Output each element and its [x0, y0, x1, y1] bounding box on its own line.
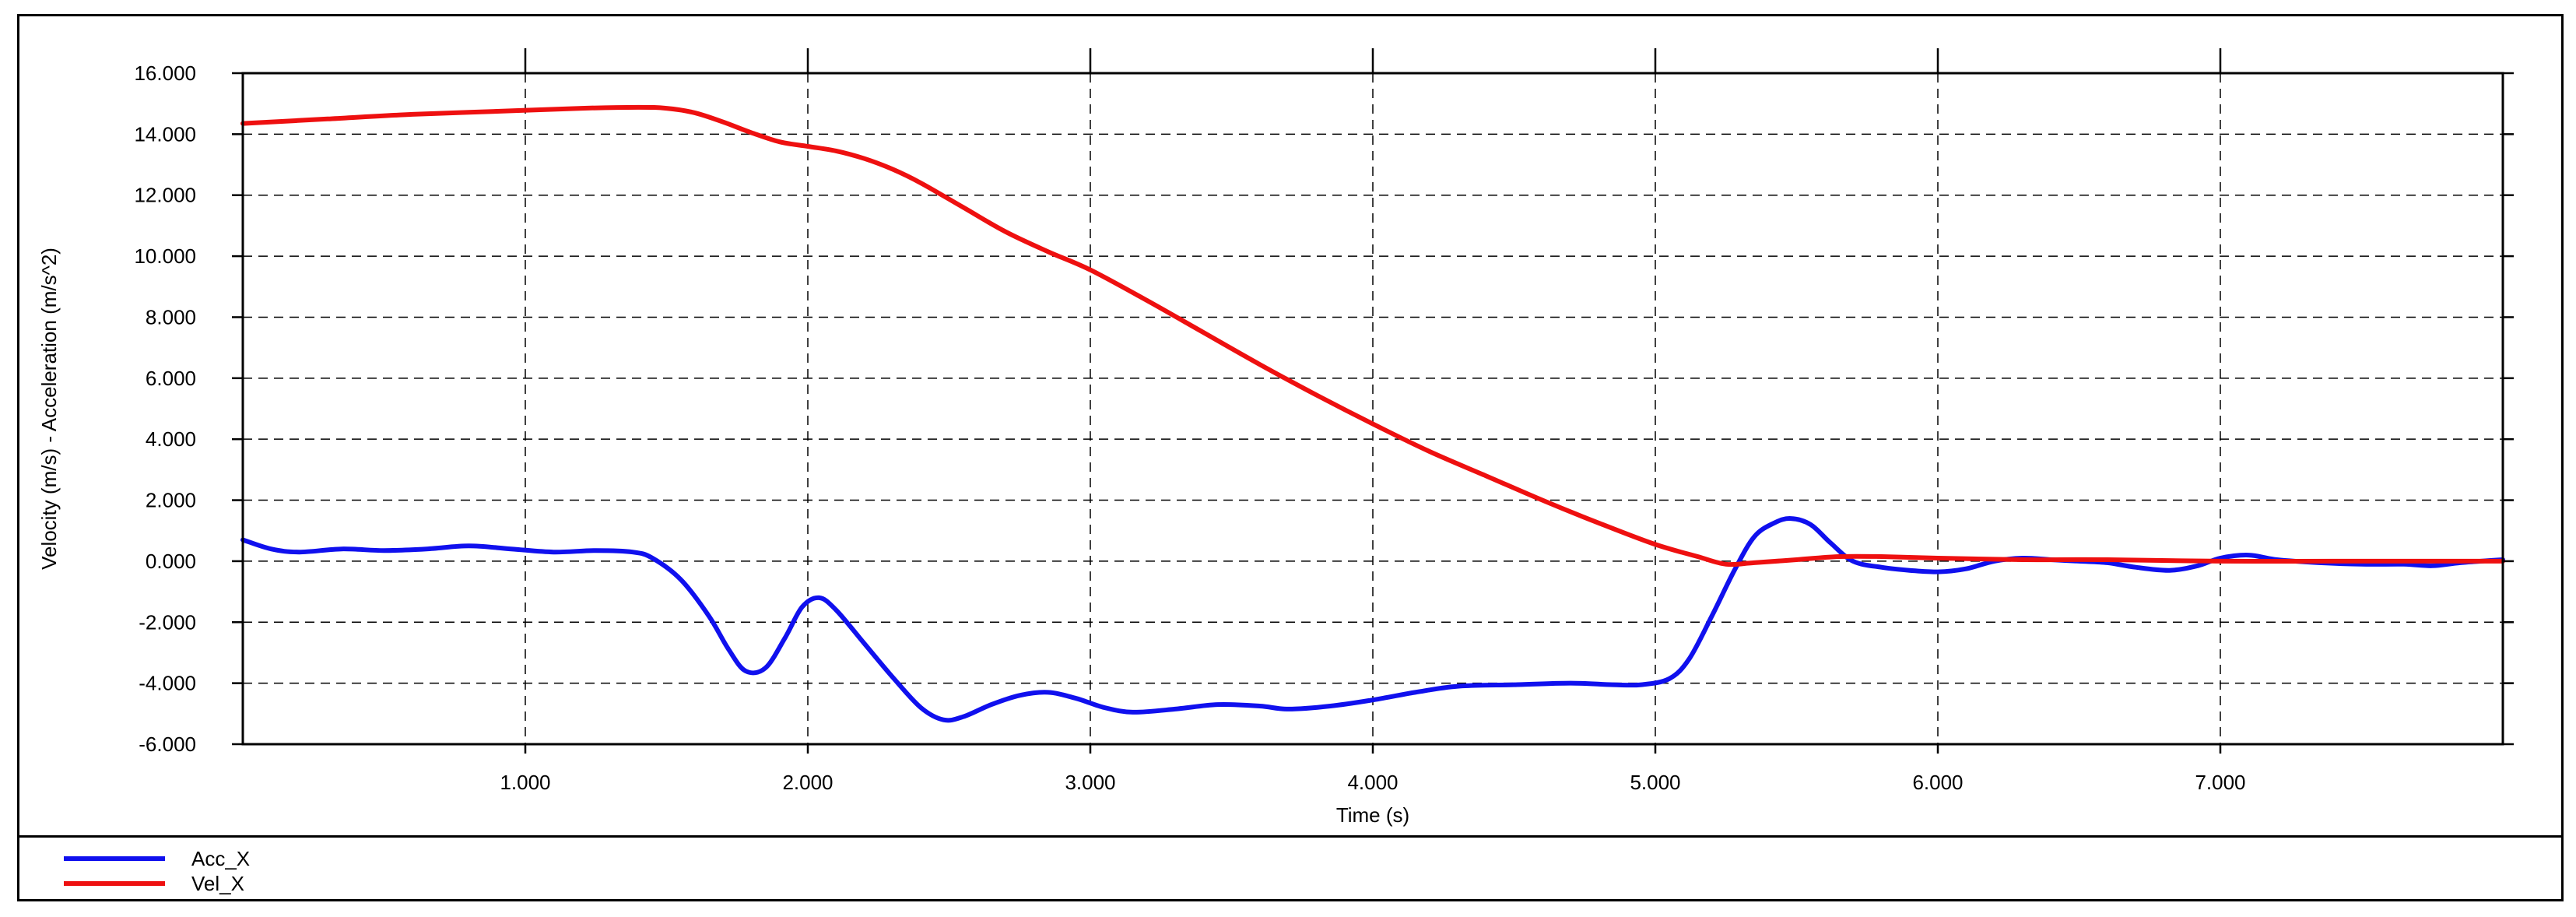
y-tick-label: 8.000 [146, 305, 196, 329]
y-tick-label: 4.000 [146, 427, 196, 451]
series-line-vel-x [240, 104, 2505, 567]
series-line-acc-x [240, 516, 2505, 723]
y-tick-label: 12.000 [134, 184, 196, 207]
legend-divider [17, 835, 2564, 838]
y-tick-label: 0.000 [146, 550, 196, 573]
x-tick-label: 7.000 [2195, 771, 2245, 794]
y-tick-label: 14.000 [134, 122, 196, 146]
x-axis-title: Time (s) [1336, 803, 1409, 827]
legend-label-vel-x: Vel_X [191, 872, 244, 895]
x-tick-label: 4.000 [1347, 771, 1398, 794]
y-axis-title: Velocity (m/s) - Acceleration (m/s^2) [37, 248, 61, 570]
series-lines [240, 104, 2505, 723]
x-tick-label: 2.000 [782, 771, 833, 794]
x-tick-label: 1.000 [500, 771, 550, 794]
legend-label-acc-x: Acc_X [191, 847, 250, 870]
x-tick-label: 5.000 [1630, 771, 1680, 794]
y-tick-label: 6.000 [146, 367, 196, 390]
y-tick-label: -2.000 [139, 610, 196, 634]
x-tick-label: 3.000 [1065, 771, 1115, 794]
y-tick-label: 10.000 [134, 244, 196, 268]
x-tick-label: 6.000 [1912, 771, 1963, 794]
grid-lines [243, 73, 2503, 744]
y-tick-label: 16.000 [134, 61, 196, 85]
chart-frame [17, 14, 2564, 901]
y-tick-label: -4.000 [139, 672, 196, 695]
y-tick-label: 2.000 [146, 489, 196, 512]
y-tick-label: -6.000 [139, 733, 196, 756]
axis-ticks: -6.000 -4.000 -2.000 0.000 2.000 4.000 6.000 8.… [134, 48, 2514, 794]
